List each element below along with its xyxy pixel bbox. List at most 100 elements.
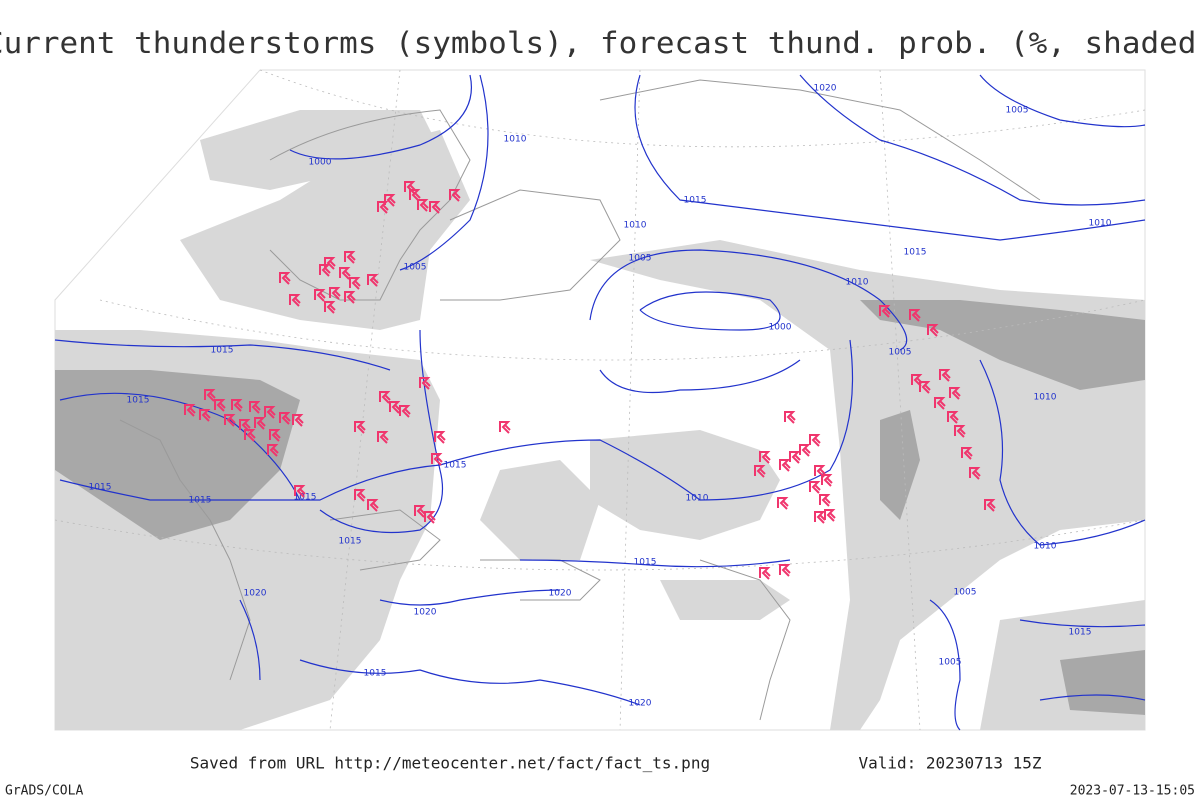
isobars [54,74,1146,731]
isobar-label: 1005 [1006,106,1029,116]
isobar-label: 1000 [309,158,332,168]
isobar-label: 1010 [1089,219,1112,229]
isobar-label: 1015 [127,396,150,406]
thunderstorm-symbol [417,199,429,212]
thunderstorm-symbol [954,425,966,438]
thunderstorm-symbol [279,412,291,425]
thunderstorm-symbol [434,431,446,444]
thunderstorm-symbol [239,419,251,432]
thunderstorm-symbol [784,411,796,424]
thunderstorm-symbol [324,301,336,314]
isobar-label: 1010 [1034,542,1057,552]
thunderstorm-symbol [292,414,304,427]
thunderstorm-symbol [809,434,821,447]
thunderstorm-symbol [377,201,389,214]
isobar-label: 1020 [814,84,837,94]
isobar-label: 1020 [414,608,437,618]
timestamp: 2023-07-13-15:05 [1070,784,1195,799]
thunderstorm-symbol [244,429,256,442]
thunderstorm-symbols [184,181,996,580]
thunderstorm-symbol [249,401,261,414]
thunderstorm-symbol [911,374,923,387]
isobar-label: 1015 [89,483,112,493]
thunderstorm-symbol [367,499,379,512]
thunderstorm-symbol [267,444,279,457]
isobar-label: 1005 [954,588,977,598]
thunderstorm-symbol [264,406,276,419]
thunderstorm-symbol [409,189,421,202]
thunderstorm-symbol [814,465,826,478]
isobar-label: 1020 [549,589,572,599]
thunderstorm-symbol [824,509,836,522]
thunderstorm-symbol [779,459,791,472]
thunderstorm-symbol [909,309,921,322]
thunderstorm-symbol [199,409,211,422]
isobar-label: 1015 [1069,628,1092,638]
thunderstorm-symbol [759,567,771,580]
isobar-label: 1005 [939,658,962,668]
thunderstorm-symbol [254,417,266,430]
source-url: Saved from URL http://meteocenter.net/fa… [190,754,710,773]
thunderstorm-symbol [424,511,436,524]
coastlines [119,79,1041,721]
isobar-label: 1015 [684,196,707,206]
thunderstorm-symbol [789,451,801,464]
thunderstorm-symbol [324,257,336,270]
thunderstorm-symbol [779,564,791,577]
software: GrADS/COLA [5,784,83,799]
isobar-label: 1005 [889,348,912,358]
thunderstorm-symbol [224,414,236,427]
thunderstorm-symbol [314,289,326,302]
thunderstorm-symbol [949,387,961,400]
isobar-label: 1015 [211,346,234,356]
thunderstorm-symbol [814,511,826,524]
isobar-label: 1015 [634,558,657,568]
thunderstorm-symbol [344,291,356,304]
isobar-label: 1015 [444,461,467,471]
map-area: 1000 1010 1020 1005 1015 1010 1005 1005 1015 1010… [54,69,1146,731]
probability-shading-high [55,300,1145,715]
thunderstorm-symbol [969,467,981,480]
thunderstorm-symbol [184,404,196,417]
thunderstorm-symbol [384,194,396,207]
isobar-label: 1010 [624,221,647,231]
thunderstorm-symbol [269,429,281,442]
thunderstorm-symbol [934,397,946,410]
thunderstorm-symbol [947,411,959,424]
thunderstorm-symbol [367,274,379,287]
isobar-label: 1015 [294,493,317,503]
thunderstorm-symbol [389,401,401,414]
valid-time: Valid: 20230713 15Z [858,754,1041,773]
isobar-label: 1020 [244,589,267,599]
thunderstorm-symbol [319,264,331,277]
thunderstorm-symbol [279,272,291,285]
isobar-label: 1015 [189,496,212,506]
thunderstorm-symbol [414,505,426,518]
isobar-label: 1010 [846,278,869,288]
thunderstorm-symbol [984,499,996,512]
graticule [54,69,1146,731]
thunderstorm-symbol [777,497,789,510]
thunderstorm-symbol [819,494,831,507]
isobar-label: 1015 [904,248,927,258]
thunderstorm-symbol [344,251,356,264]
thunderstorm-symbol [419,377,431,390]
thunderstorm-symbol [919,381,931,394]
isobar-label: 1015 [339,537,362,547]
thunderstorm-symbol [759,451,771,464]
thunderstorm-symbol [449,189,461,202]
thunderstorm-symbol [377,431,389,444]
map-title: Current thunderstorms (symbols), forecas… [0,26,1200,60]
isobar-label: 1010 [686,494,709,504]
thunderstorm-symbol [431,453,443,466]
thunderstorm-symbol [231,399,243,412]
thunderstorm-symbol [499,421,511,434]
thunderstorm-symbol [821,474,833,487]
thunderstorm-symbol [339,267,351,280]
thunderstorm-symbol [939,369,951,382]
isobar-label: 1010 [1034,393,1057,403]
isobar-label: 1015 [364,669,387,679]
thunderstorm-symbol [927,324,939,337]
